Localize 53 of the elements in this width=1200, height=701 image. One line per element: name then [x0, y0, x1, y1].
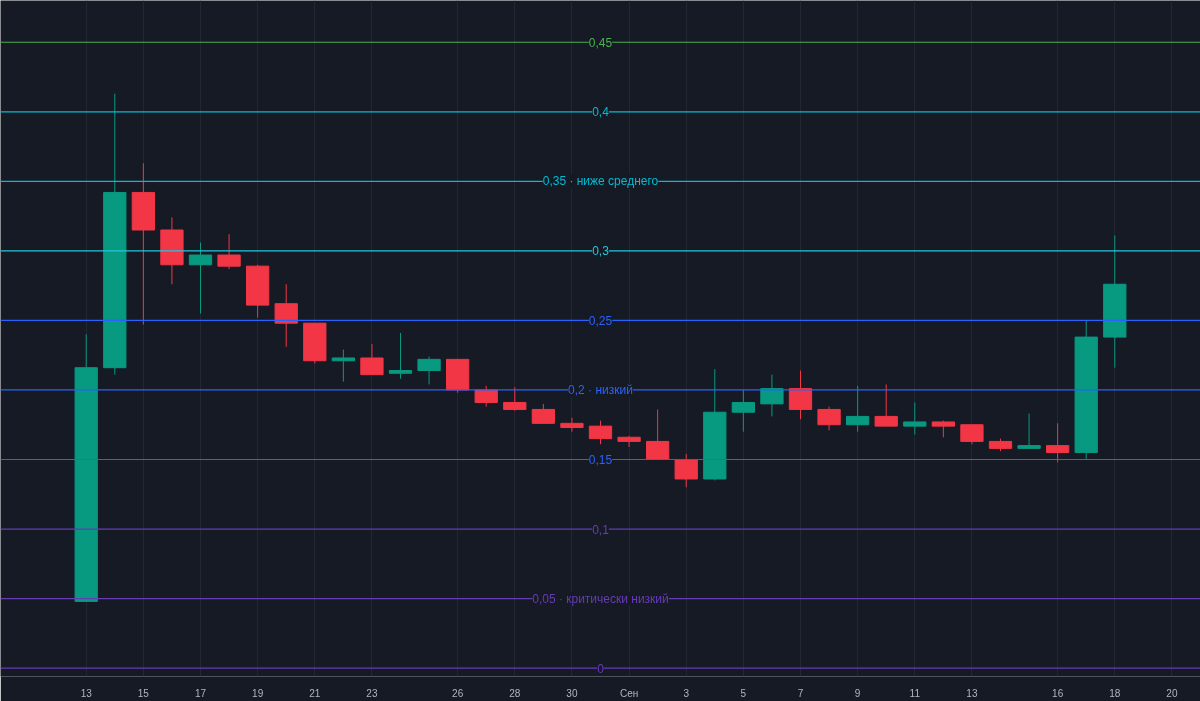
candlestick: [588, 420, 613, 445]
x-tick-label: 28: [509, 687, 521, 699]
x-tick-label: 15: [137, 687, 150, 699]
ref-line-label: 0,4: [592, 105, 610, 120]
x-tick-label: 3: [683, 687, 690, 699]
candlestick: [560, 417, 584, 433]
ref-line-label: 0,45: [588, 35, 613, 50]
ref-line-label: 0,2 · низкий: [568, 382, 633, 397]
x-tick-label: 11: [909, 687, 921, 699]
x-tick-label: 17: [194, 687, 207, 699]
ref-line-label: 0,35 · ниже среднего: [542, 174, 659, 189]
x-tick-label: 18: [1109, 687, 1121, 699]
x-tick-label: 20: [1166, 687, 1178, 699]
x-tick-label: 19: [252, 687, 264, 699]
candlestick: [274, 283, 298, 348]
candlestick: [417, 356, 441, 385]
candlestick: [903, 401, 927, 435]
ref-line-label: 0,05 · критически низкий: [532, 591, 669, 606]
candlestick: [217, 233, 241, 270]
x-tick-label: 30: [566, 687, 578, 699]
candlestick: [674, 453, 698, 488]
candlestick: [1046, 422, 1070, 463]
ref-line-label: 0,25: [588, 313, 613, 328]
candlestick: [360, 343, 384, 376]
candlestick: [731, 389, 755, 433]
x-tick-label: 21: [309, 687, 321, 699]
x-tick-label: 16: [1052, 687, 1064, 699]
candlestick: [474, 385, 498, 408]
candlestick: [788, 369, 813, 420]
candlestick: [646, 408, 670, 461]
candlestick: [846, 385, 870, 433]
candlestick: [1017, 413, 1041, 449]
x-tick-label: 13: [80, 687, 93, 699]
ref-line-label: 0,1: [592, 522, 610, 537]
candlestick: [388, 332, 413, 380]
x-tick-label: 26: [452, 687, 464, 699]
x-tick-label: 9: [854, 687, 861, 699]
candlestick: [874, 383, 898, 427]
candlestick: [617, 435, 641, 448]
candlestick: [503, 386, 527, 412]
candlestick: [188, 242, 213, 314]
x-tick-label: 7: [797, 687, 804, 699]
x-tick-label: Сен: [619, 687, 639, 699]
candlestick: [531, 403, 555, 424]
ref-line-label: 0,3: [592, 244, 610, 259]
x-tick-label: 5: [740, 687, 747, 699]
x-tick-label: 23: [366, 687, 378, 699]
candlestick: [817, 406, 841, 431]
candlestick: [960, 424, 984, 445]
x-tick-label: 13: [966, 687, 978, 699]
candlestick: [331, 349, 355, 383]
ref-line-label: 0: [597, 661, 605, 676]
ref-line-label: 0,15: [588, 453, 613, 468]
